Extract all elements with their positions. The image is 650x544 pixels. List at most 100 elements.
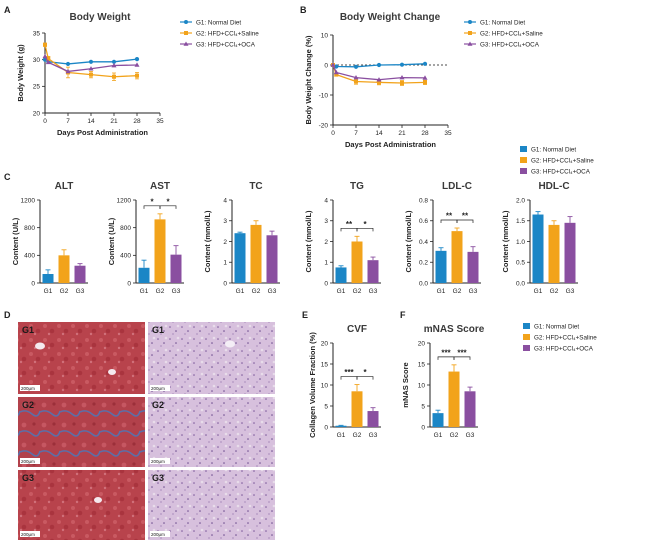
legend-ef: G1: Normal Diet G2: HFD+CCl₄+Saline G3: … <box>523 323 597 353</box>
x-tick-label: G1 <box>337 432 346 439</box>
y-tick-label: 35 <box>33 30 41 37</box>
data-point-g1 <box>334 64 339 69</box>
scale-bar-label: 200μm <box>21 532 35 537</box>
significance-label: * <box>166 197 170 206</box>
x-tick-label: 14 <box>375 130 383 137</box>
data-point-g1 <box>422 61 428 66</box>
scale-bar-box <box>20 458 40 464</box>
bar-g2 <box>58 255 70 283</box>
y-tick-label: 0 <box>324 424 328 431</box>
bar-g3 <box>170 254 182 283</box>
significance-label: * <box>363 368 367 377</box>
y-tick-label: -10 <box>319 92 329 99</box>
legend-c-g3-swatch <box>520 168 527 174</box>
legend-a-g3-marker <box>183 41 189 46</box>
chart-cvf: CVF 0 5 10 15 20 Collagen Volume Fraction (%) G… <box>308 324 381 439</box>
panel-letter-e: E <box>302 310 308 320</box>
legend-ef-g1-label: G1: Normal Diet <box>534 324 579 331</box>
histology-label-left-g2: G2 <box>22 400 34 410</box>
y-axis-label: Collagen Volume Fraction (%) <box>308 332 317 438</box>
y-axis-label: Content (U/L) <box>107 217 116 265</box>
panel-letter-d: D <box>4 310 11 320</box>
legend-b-g3-marker <box>467 41 473 46</box>
data-point-g3 <box>45 59 51 65</box>
chart-ldl: LDL-C 0.0 0.2 0.4 0.6 0.8 Content (mmol/L) G1 G2… <box>404 181 481 295</box>
data-point-g3 <box>111 62 117 68</box>
bar-g2 <box>351 391 363 427</box>
histology-masson-g3 <box>18 470 145 540</box>
bar-g2 <box>451 231 463 283</box>
significance-bracket <box>159 205 177 209</box>
y-tick-label: 400 <box>24 253 35 260</box>
data-point-g3 <box>134 62 140 67</box>
data-point-g3 <box>353 75 359 80</box>
legend-a-g2-label: G2: HFD+CCl₄+Saline <box>196 31 259 38</box>
chart-title: AST <box>150 181 170 192</box>
legend-b-g1-marker <box>468 20 472 24</box>
data-point-g2 <box>400 81 404 85</box>
data-point-g1 <box>399 62 405 67</box>
data-point-g3 <box>65 68 71 74</box>
y-tick-label: 0.0 <box>419 280 428 287</box>
legend-ef-g2-label: G2: HFD+CCl₄+Saline <box>534 335 597 342</box>
data-point-g2 <box>43 42 47 47</box>
scale-bar-box <box>150 385 170 391</box>
legend-b: G1: Normal Diet G2: HFD+CCl₄+Saline G3: … <box>464 20 543 49</box>
x-tick-label: G3 <box>369 432 378 439</box>
y-tick-label: 0 <box>31 280 35 287</box>
y-tick-label: 20 <box>418 340 426 347</box>
chart-a: Body Weight 20 25 30 35 0 7 14 21 28 35 Days Post A… <box>16 12 164 137</box>
bar-g1 <box>335 267 347 283</box>
y-axis-label: Content (mmol/L) <box>501 210 510 273</box>
histology-label-left-g3: G3 <box>22 473 34 483</box>
x-tick-label: 14 <box>87 118 95 125</box>
data-point-g2 <box>112 74 116 79</box>
y-tick-label: 0.4 <box>419 239 428 246</box>
bar-g3 <box>367 411 379 427</box>
y-tick-label: -20 <box>319 122 329 129</box>
y-tick-label: 2 <box>223 239 227 246</box>
y-tick-label: 0.0 <box>516 280 525 287</box>
histology-masson-g2 <box>18 397 145 467</box>
significance-bracket <box>456 219 474 224</box>
legend-a: G1: Normal Diet G2: HFD+CCl₄+Saline G3: … <box>180 20 259 49</box>
x-tick-label: G2 <box>450 432 459 439</box>
significance-bracket <box>453 356 471 360</box>
bar-g1 <box>138 267 150 283</box>
data-point-g2 <box>89 72 93 77</box>
y-tick-label: 800 <box>24 225 35 232</box>
bar-g2 <box>448 371 460 427</box>
x-tick-label: 21 <box>398 130 406 137</box>
y-tick-label: 30 <box>33 57 41 64</box>
scale-bars: 200μm 200μm 200μm 200μm 200μm 200μm <box>20 385 170 537</box>
x-tick-label: G1 <box>44 288 53 295</box>
chart-title: Body Weight Change <box>340 12 441 23</box>
legend-a-g3-label: G3: HFD+CCl₄+OCA <box>196 42 256 49</box>
x-tick-label: G2 <box>252 288 261 295</box>
data-point-g1 <box>353 64 359 69</box>
chart-alt: ALT 0 400 800 1200 Content (U/L) G1 G2 G3 <box>11 181 88 295</box>
y-tick-label: 15 <box>321 361 329 368</box>
x-tick-label: G3 <box>369 288 378 295</box>
significance-label: *** <box>344 368 354 377</box>
y-tick-label: 0 <box>421 424 425 431</box>
legend-c-g1-label: G1: Normal Diet <box>531 147 576 154</box>
x-tick-label: G2 <box>60 288 69 295</box>
y-tick-label: 0.6 <box>419 218 428 225</box>
legend-b-g2-marker <box>468 31 472 35</box>
significance-label: ** <box>346 220 353 229</box>
y-axis-label: Content (mmol/L) <box>304 210 313 273</box>
y-tick-label: 25 <box>33 84 41 91</box>
bar-g2 <box>250 224 262 283</box>
data-point-g3 <box>333 69 339 75</box>
x-tick-label: G1 <box>437 288 446 295</box>
data-point-g3 <box>88 66 94 71</box>
y-tick-label: 1.5 <box>516 218 525 225</box>
data-point-g3 <box>376 77 382 82</box>
significance-label: *** <box>441 348 451 357</box>
legend-a-g1-label: G1: Normal Diet <box>196 20 241 27</box>
y-axis-label: Content (mmol/L) <box>404 210 413 273</box>
y-tick-label: 20 <box>33 110 41 117</box>
legend-c-g2-swatch <box>520 157 527 163</box>
